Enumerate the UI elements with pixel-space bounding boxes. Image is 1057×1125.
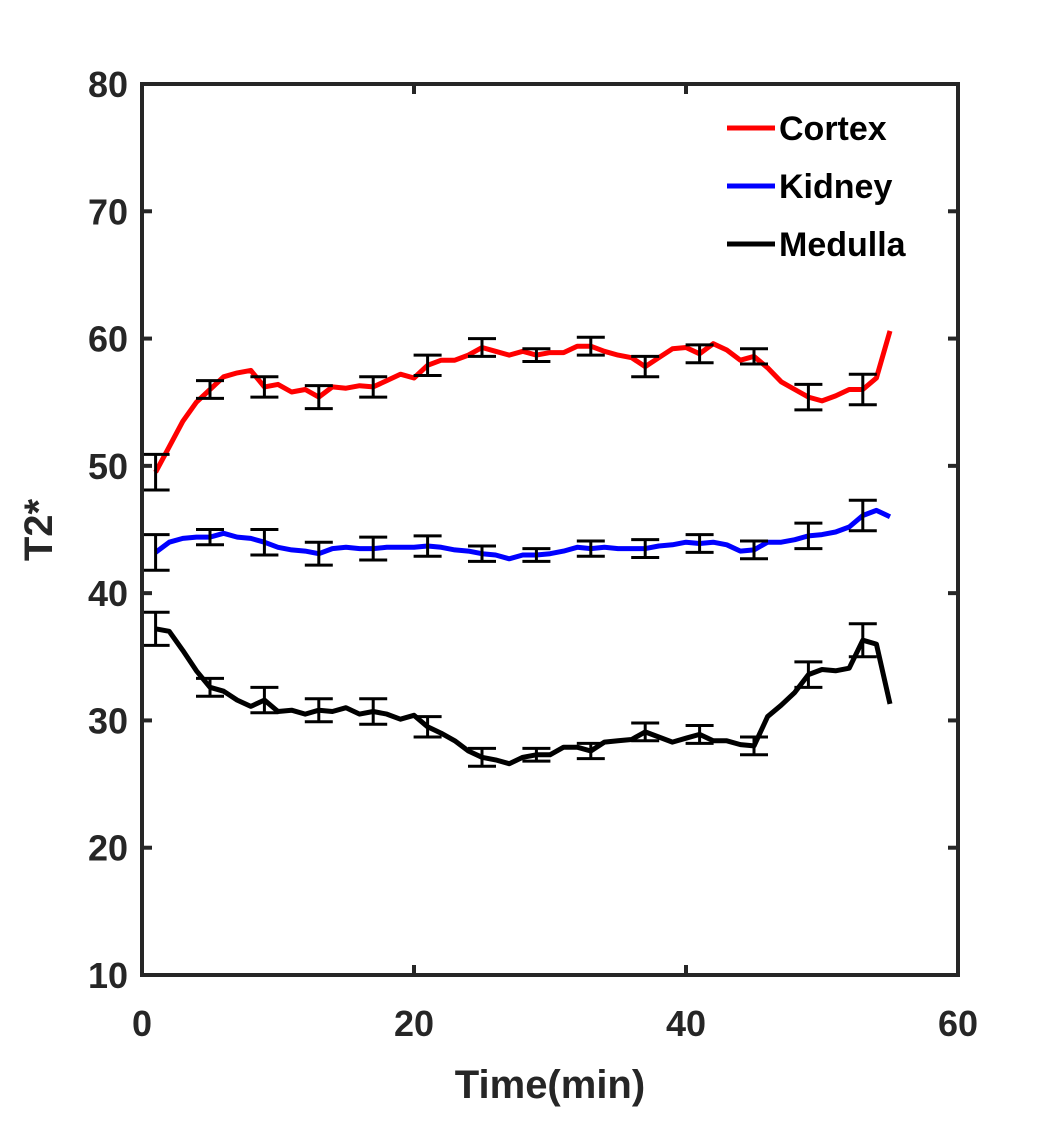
error-bar [522,347,551,363]
x-tick-label: 0 [132,1003,152,1044]
error-bar [576,335,605,357]
legend-label: Kidney [779,168,892,206]
error-bar [631,538,660,560]
series-cortex [141,330,893,492]
series-medulla [141,610,893,768]
y-axis-label: T2* [17,498,61,561]
error-bar [576,741,605,761]
legend-label: Medulla [779,226,907,264]
x-tick-label: 60 [938,1003,978,1044]
error-bar [685,343,714,365]
error-bar [359,375,388,399]
error-bar [685,724,714,745]
error-bar [141,610,170,647]
error-bar [740,539,768,561]
y-tick-label: 20 [88,828,128,869]
x-axis-label: Time(min) [455,1063,645,1107]
error-bar [794,382,823,412]
error-bar [413,715,442,739]
error-bar [522,547,551,563]
error-bar [740,347,768,366]
error-bar [468,544,496,563]
error-bar [304,540,333,567]
legend: Cortex Kidney Medulla [727,110,907,264]
error-bar [576,539,605,558]
error-bar [250,375,279,399]
error-bar [304,697,333,724]
error-bar [141,452,170,492]
error-bar [196,676,224,698]
error-bar [685,533,714,554]
error-bar [848,372,877,407]
axis-ticks: 0 20 40 60 10 20 30 40 50 60 70 80 [88,64,978,1044]
error-bar [141,533,170,572]
legend-label: Cortex [779,110,887,148]
error-bar [631,721,660,743]
y-tick-label: 30 [88,700,128,741]
error-bar [740,735,768,757]
y-tick-label: 40 [88,573,128,614]
y-tick-label: 60 [88,319,128,360]
y-tick-label: 50 [88,446,128,487]
legend-item-medulla: Medulla [727,226,907,264]
plot-marks [141,330,893,768]
x-tick-label: 20 [394,1003,434,1044]
error-bar [468,337,496,358]
error-bar [848,498,877,533]
series-line [153,330,893,474]
error-bar [250,685,279,715]
error-bar [359,535,388,562]
error-bar [359,697,388,726]
error-bar [468,746,496,768]
y-tick-label: 70 [88,191,128,232]
error-bar [250,528,279,557]
error-bar [413,353,442,377]
y-tick-label: 10 [88,955,128,996]
error-bar [522,746,551,763]
error-bar [196,379,224,400]
error-bar [631,354,660,379]
axes-frame [140,82,960,977]
error-bar [848,622,877,659]
legend-item-kidney: Kidney [727,168,892,206]
error-bar [794,660,823,689]
error-bar [794,521,823,551]
series-kidney [141,498,892,572]
error-bar [304,384,333,411]
x-tick-label: 40 [666,1003,706,1044]
y-tick-label: 80 [88,64,128,105]
legend-item-cortex: Cortex [727,110,887,148]
error-bar [413,534,442,558]
error-bar [196,528,224,547]
